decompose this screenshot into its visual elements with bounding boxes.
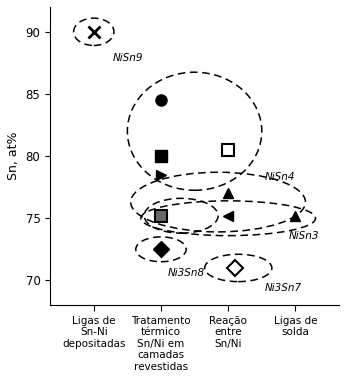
Y-axis label: Sn, at%: Sn, at% [7,132,20,180]
Text: NiSn4: NiSn4 [265,172,295,182]
Text: NiSn9: NiSn9 [112,53,143,63]
Text: Ni3Sn7: Ni3Sn7 [265,283,302,293]
Text: NiSn3: NiSn3 [289,231,319,241]
Text: Ni3Sn8: Ni3Sn8 [168,268,205,278]
